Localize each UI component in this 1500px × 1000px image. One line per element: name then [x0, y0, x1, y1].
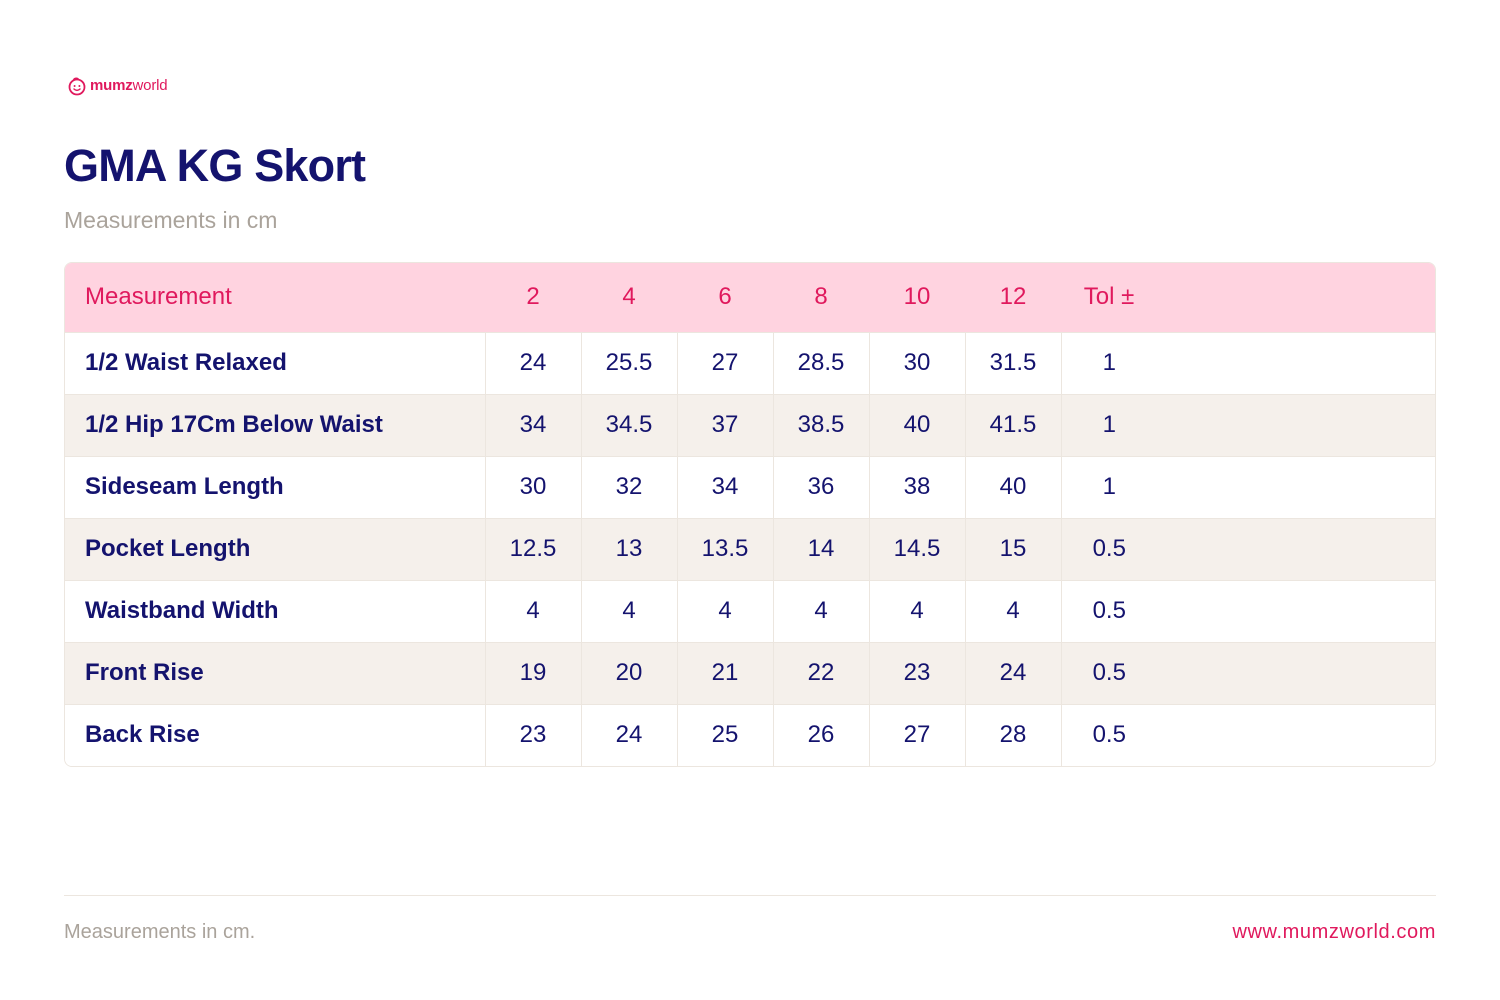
table-cell: 23 — [869, 641, 966, 704]
spacer-cell — [1157, 393, 1435, 456]
row-label: 1/2 Hip 17Cm Below Waist — [65, 393, 486, 456]
footer-note: Measurements in cm. — [64, 921, 256, 943]
brand-wordmark-bold: mumz — [90, 77, 133, 94]
table-cell: 4 — [869, 579, 966, 642]
table-cell: 24 — [485, 331, 582, 394]
size-chart-table: Measurement 2 4 6 8 10 12 Tol ± 1/2 Wais… — [65, 263, 1435, 766]
table-row: 1/2 Hip 17Cm Below Waist 34 34.5 37 38.5… — [65, 393, 1435, 456]
spacer-cell — [1157, 641, 1435, 704]
table-cell: 4 — [965, 579, 1062, 642]
footer-website-link[interactable]: www.mumzworld.com — [1232, 921, 1436, 943]
table-cell: 21 — [677, 641, 774, 704]
column-header-size: 8 — [814, 283, 828, 311]
row-label: Front Rise — [65, 641, 486, 704]
table-cell: 19 — [485, 641, 582, 704]
column-header-size: 10 — [903, 283, 931, 311]
row-label: 1/2 Waist Relaxed — [65, 331, 486, 394]
table-cell: 23 — [485, 703, 582, 766]
tolerance-cell: 0.5 — [1061, 641, 1157, 704]
spacer-cell — [1157, 703, 1435, 766]
size-chart-table-container: Measurement 2 4 6 8 10 12 Tol ± 1/2 Wais… — [64, 262, 1436, 767]
table-row: Sideseam Length 30 32 34 36 38 40 1 — [65, 455, 1435, 518]
table-row: Waistband Width 4 4 4 4 4 4 0.5 — [65, 579, 1435, 642]
table-cell: 34.5 — [581, 393, 678, 456]
column-header-size: 6 — [718, 283, 732, 311]
table-cell: 37 — [677, 393, 774, 456]
table-cell: 38 — [869, 455, 966, 518]
row-label: Waistband Width — [65, 579, 486, 642]
table-cell: 31.5 — [965, 331, 1062, 394]
table-cell: 4 — [677, 579, 774, 642]
column-header-size: 12 — [999, 283, 1027, 311]
brand-wordmark-light: world — [132, 77, 168, 94]
tolerance-cell: 0.5 — [1061, 579, 1157, 642]
table-cell: 40 — [869, 393, 966, 456]
table-cell: 24 — [965, 641, 1062, 704]
table-cell: 25.5 — [581, 331, 678, 394]
table-cell: 36 — [773, 455, 870, 518]
table-cell: 25 — [677, 703, 774, 766]
table-cell: 15 — [965, 517, 1062, 580]
table-cell: 38.5 — [773, 393, 870, 456]
page-subtitle: Measurements in cm — [64, 207, 278, 233]
table-cell: 4 — [773, 579, 870, 642]
spacer-cell — [1157, 331, 1435, 394]
table-row: Pocket Length 12.5 13 13.5 14 14.5 15 0.… — [65, 517, 1435, 580]
tolerance-cell: 0.5 — [1061, 703, 1157, 766]
table-cell: 32 — [581, 455, 678, 518]
table-cell: 14 — [773, 517, 870, 580]
table-cell: 22 — [773, 641, 870, 704]
brand-wordmark: mumzworld — [90, 75, 168, 97]
table-cell: 28.5 — [773, 331, 870, 394]
row-label: Pocket Length — [65, 517, 486, 580]
table-cell: 12.5 — [485, 517, 582, 580]
table-cell: 41.5 — [965, 393, 1062, 456]
table-row: Back Rise 23 24 25 26 27 28 0.5 — [65, 703, 1435, 766]
table-cell: 30 — [485, 455, 582, 518]
tolerance-cell: 1 — [1061, 393, 1157, 456]
table-body: 1/2 Waist Relaxed 24 25.5 27 28.5 30 31.… — [65, 331, 1435, 766]
tolerance-cell: 0.5 — [1061, 517, 1157, 580]
column-header-measurement: Measurement — [85, 283, 232, 311]
table-cell: 28 — [965, 703, 1062, 766]
table-cell: 34 — [677, 455, 774, 518]
table-cell: 30 — [869, 331, 966, 394]
brand-logo: mumzworld — [67, 75, 168, 97]
spacer-cell — [1157, 455, 1435, 518]
table-cell: 14.5 — [869, 517, 966, 580]
table-cell: 27 — [869, 703, 966, 766]
table-cell: 24 — [581, 703, 678, 766]
table-cell: 27 — [677, 331, 774, 394]
column-header-tolerance: Tol ± — [1083, 283, 1135, 311]
page-title: GMA KG Skort — [64, 140, 366, 191]
table-cell: 4 — [581, 579, 678, 642]
table-cell: 4 — [485, 579, 582, 642]
spacer-cell — [1157, 517, 1435, 580]
footer-divider — [64, 895, 1436, 896]
column-header-spacer — [1157, 263, 1435, 332]
row-label: Back Rise — [65, 703, 486, 766]
table-cell: 20 — [581, 641, 678, 704]
table-row: Front Rise 19 20 21 22 23 24 0.5 — [65, 641, 1435, 704]
smiley-face-icon — [68, 77, 86, 96]
column-header-size: 4 — [622, 283, 636, 311]
tolerance-cell: 1 — [1061, 331, 1157, 394]
table-cell: 34 — [485, 393, 582, 456]
table-cell: 26 — [773, 703, 870, 766]
column-header-size: 2 — [526, 283, 540, 311]
table-cell: 13.5 — [677, 517, 774, 580]
row-label: Sideseam Length — [65, 455, 486, 518]
table-cell: 40 — [965, 455, 1062, 518]
table-cell: 13 — [581, 517, 678, 580]
tolerance-cell: 1 — [1061, 455, 1157, 518]
spacer-cell — [1157, 579, 1435, 642]
table-header-row: Measurement 2 4 6 8 10 12 Tol ± — [65, 263, 1435, 332]
table-row: 1/2 Waist Relaxed 24 25.5 27 28.5 30 31.… — [65, 331, 1435, 394]
